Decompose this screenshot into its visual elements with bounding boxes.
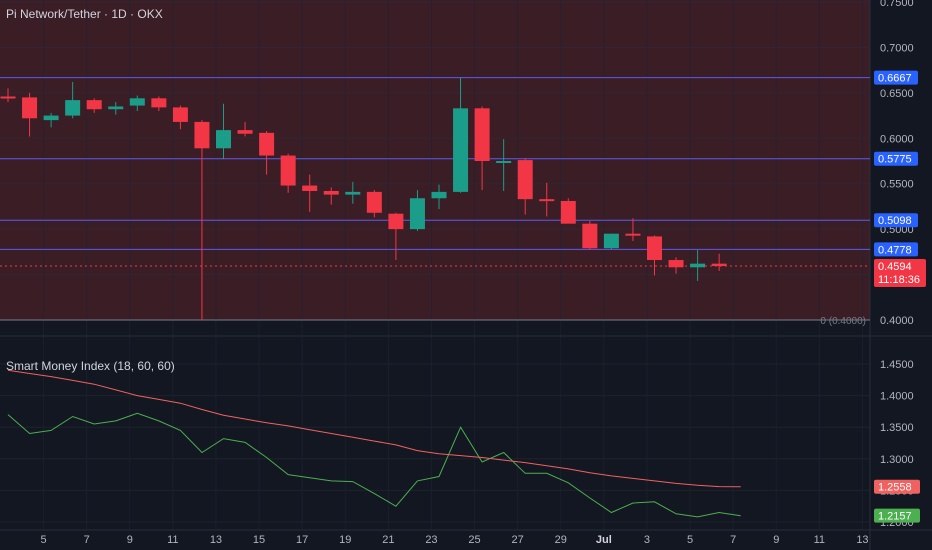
- smi-tick-label: 1.4500: [880, 359, 914, 371]
- candle-body: [345, 191, 361, 195]
- candle-body: [22, 97, 38, 119]
- price-tick-label: 0.6000: [880, 133, 914, 145]
- x-tick-label: 11: [167, 534, 178, 546]
- x-tick-label: 27: [512, 534, 524, 546]
- candle-body: [539, 199, 555, 202]
- candle-body: [431, 191, 447, 199]
- smi-tick-label: 1.3000: [880, 454, 914, 466]
- smi-signal-tag: [874, 479, 920, 494]
- candle-body: [65, 100, 81, 116]
- x-tick-label: 9: [127, 534, 133, 546]
- x-tick-label: 11: [814, 534, 825, 546]
- x-tick-label: 7: [730, 534, 736, 546]
- candle-body: [151, 98, 167, 108]
- candle-body: [409, 198, 425, 230]
- candle-body: [216, 130, 231, 149]
- fib-zero-label: 0 (0.4000): [820, 316, 866, 327]
- candle-body: [711, 263, 727, 267]
- candle-body: [690, 263, 706, 268]
- smi-signal-tag-text: 1.2558: [878, 482, 912, 494]
- x-tick-label: 23: [425, 534, 437, 546]
- price-tick-label: 0.5500: [880, 179, 914, 191]
- x-tick-label: 21: [382, 534, 394, 546]
- candle-body: [108, 106, 124, 110]
- candle-body: [560, 200, 576, 224]
- x-tick-label: 19: [339, 534, 351, 546]
- smi-line-tag-text: 1.2157: [878, 511, 912, 523]
- price-tick-label: 0.4000: [880, 315, 914, 327]
- candle-body: [388, 213, 404, 230]
- candle-body: [582, 223, 598, 249]
- candle-body: [280, 155, 296, 186]
- level-price-tag-text: 0.5098: [878, 215, 912, 227]
- level-price-tag: [874, 70, 918, 85]
- last-price-countdown: 11:18:36: [878, 274, 920, 286]
- x-tick-label: 13: [856, 534, 868, 546]
- candle-body: [43, 115, 59, 121]
- candle-body: [453, 108, 469, 192]
- candle-body: [129, 98, 145, 106]
- smi-line-tag: [874, 508, 920, 523]
- price-tick-label: 0.7500: [880, 0, 914, 9]
- level-price-tag-text: 0.5775: [878, 154, 912, 166]
- candle-body: [517, 160, 533, 200]
- candle-body: [603, 233, 619, 249]
- candle-body: [366, 191, 382, 213]
- candle-body: [323, 190, 339, 195]
- level-price-tag: [874, 242, 918, 257]
- x-tick-label: 29: [555, 534, 567, 546]
- candle-body: [237, 130, 253, 134]
- candle-body: [625, 233, 641, 236]
- x-tick-label: 5: [40, 534, 46, 546]
- candle-body: [496, 161, 512, 163]
- level-price-tag-text: 0.6667: [878, 73, 912, 85]
- x-tick-label: Jul: [596, 534, 612, 546]
- candle-body: [647, 236, 662, 261]
- candle-body: [259, 132, 275, 156]
- level-price-tag: [874, 213, 918, 228]
- level-price-tag: [874, 151, 918, 166]
- smi-tick-label: 1.4000: [880, 391, 914, 403]
- candle-body: [0, 96, 16, 99]
- x-tick-label: 15: [253, 534, 265, 546]
- candle-body: [668, 260, 684, 268]
- symbol-title: Pi Network/Tether · 1D · OKX: [6, 7, 163, 21]
- last-price-value: 0.4594: [878, 261, 912, 273]
- smi-tick-label: 1.3500: [880, 422, 914, 434]
- x-tick-label: 13: [210, 534, 222, 546]
- candle-body: [194, 121, 210, 149]
- price-zone: [0, 0, 870, 320]
- smi-signal-line: [7, 369, 741, 488]
- candle-body: [302, 185, 318, 191]
- x-tick-label: 3: [644, 534, 650, 546]
- price-tick-label: 0.7000: [880, 42, 914, 54]
- candle-body: [172, 107, 188, 122]
- candle-body: [86, 100, 102, 110]
- level-price-tag-text: 0.4778: [878, 244, 912, 256]
- x-tick-label: 9: [773, 534, 779, 546]
- x-tick-label: 25: [468, 534, 480, 546]
- x-tick-label: 17: [296, 534, 308, 546]
- last-price-tag: [874, 259, 926, 288]
- x-tick-label: 7: [84, 534, 90, 546]
- candle-body: [474, 108, 490, 161]
- x-tick-label: 5: [687, 534, 693, 546]
- indicator-title: Smart Money Index (18, 60, 60): [6, 359, 175, 373]
- price-tick-label: 0.6500: [880, 88, 914, 100]
- smi-line: [7, 412, 741, 518]
